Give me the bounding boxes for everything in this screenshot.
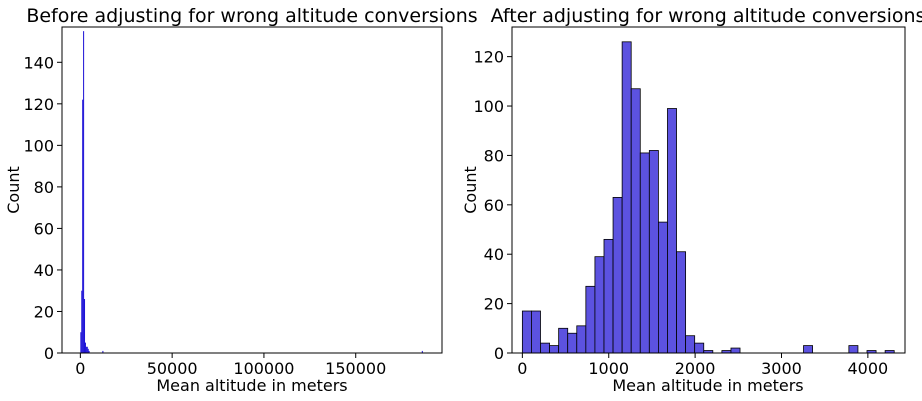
left-y-tick-label: 140 [23, 53, 54, 72]
left-y-tick-label: 40 [34, 261, 54, 280]
right-chart-x-axis-label: Mean altitude in meters [612, 376, 803, 395]
left-x-tick-label: 0 [75, 359, 85, 378]
left-chart: Before adjusting for wrong altitude conv… [4, 5, 478, 395]
right-histogram-bar [558, 327, 569, 354]
left-y-tick-label: 100 [23, 136, 54, 155]
right-histogram-bar [803, 345, 813, 354]
right-y-tick-label: 0 [494, 344, 504, 363]
right-x-tick-label: 2000 [675, 359, 716, 378]
left-x-tick-label: 100000 [233, 359, 294, 378]
right-histogram-bar [594, 256, 605, 354]
right-y-tick-label: 60 [484, 196, 504, 215]
right-histogram-bar [694, 342, 705, 354]
right-chart-title: After adjusting for wrong altitude conve… [491, 5, 922, 27]
right-histogram-bar [639, 152, 650, 354]
right-histogram-bar [603, 238, 614, 354]
right-x-tick-label: 0 [517, 359, 527, 378]
left-histogram-bar [84, 342, 86, 353]
left-histogram-bar [83, 31, 85, 354]
right-y-tick-label: 120 [473, 48, 504, 67]
right-y-tick-label: 40 [484, 245, 504, 264]
left-chart-bars [80, 31, 423, 354]
right-histogram-bar [630, 88, 641, 354]
right-histogram-bar [612, 197, 623, 354]
left-x-tick-label: 50000 [147, 359, 198, 378]
left-x-tick-label: 150000 [325, 359, 386, 378]
right-histogram-bar [567, 332, 578, 354]
right-histogram-bar [531, 310, 541, 354]
right-histogram-bar [621, 41, 632, 354]
left-chart-title: Before adjusting for wrong altitude conv… [26, 5, 477, 27]
left-chart-plot-frame [61, 26, 443, 354]
left-y-tick-label: 60 [34, 219, 54, 238]
right-chart-x-ticks: 0 1000 2000 3000 4000 [517, 353, 888, 378]
left-histogram-bar [88, 350, 90, 353]
right-histogram-bar [730, 347, 741, 354]
left-histogram-bar [81, 290, 83, 353]
left-histogram-bar [102, 350, 104, 353]
right-chart-y-ticks: 0 20 40 60 80 100 120 [473, 48, 512, 363]
left-chart-y-ticks: 0 20 40 60 80 100 120 140 [23, 53, 62, 363]
right-histogram-bar [585, 285, 596, 354]
right-histogram-bar [648, 150, 659, 354]
left-histogram-bar [85, 346, 87, 353]
right-chart-plot-frame [511, 26, 906, 354]
right-histogram-bar [540, 342, 550, 354]
left-y-tick-label: 0 [44, 344, 54, 363]
right-histogram-bar [549, 345, 560, 354]
right-histogram-bar [667, 108, 677, 354]
left-histogram-bar [86, 346, 88, 353]
right-y-tick-label: 80 [484, 146, 504, 165]
right-x-tick-label: 4000 [847, 359, 888, 378]
right-y-tick-label: 20 [484, 295, 504, 314]
left-y-tick-label: 20 [34, 302, 54, 321]
left-histogram-bar [421, 350, 423, 353]
right-chart-bars [521, 41, 895, 354]
left-y-tick-label: 120 [23, 95, 54, 114]
left-histogram-bar [80, 332, 82, 353]
left-histogram-bar [84, 299, 86, 353]
right-histogram-bar [658, 221, 668, 354]
right-chart: After adjusting for wrong altitude conve… [461, 5, 922, 395]
left-histogram-bar [87, 348, 89, 353]
left-chart-x-ticks: 0 50000 100000 150000 [75, 353, 386, 378]
right-histogram-bar [685, 335, 696, 354]
right-histogram-bar [576, 325, 587, 354]
left-chart-x-axis-label: Mean altitude in meters [156, 376, 347, 395]
right-chart-y-axis-label: Count [461, 166, 480, 214]
right-histogram-bar [848, 345, 859, 354]
left-y-tick-label: 80 [34, 178, 54, 197]
left-histogram-bar [82, 99, 84, 354]
right-x-tick-label: 1000 [588, 359, 629, 378]
right-histogram-bar [521, 310, 532, 354]
right-y-tick-label: 100 [473, 97, 504, 116]
right-x-tick-label: 3000 [761, 359, 802, 378]
right-histogram-bar [676, 251, 687, 354]
left-chart-y-axis-label: Count [4, 166, 23, 214]
